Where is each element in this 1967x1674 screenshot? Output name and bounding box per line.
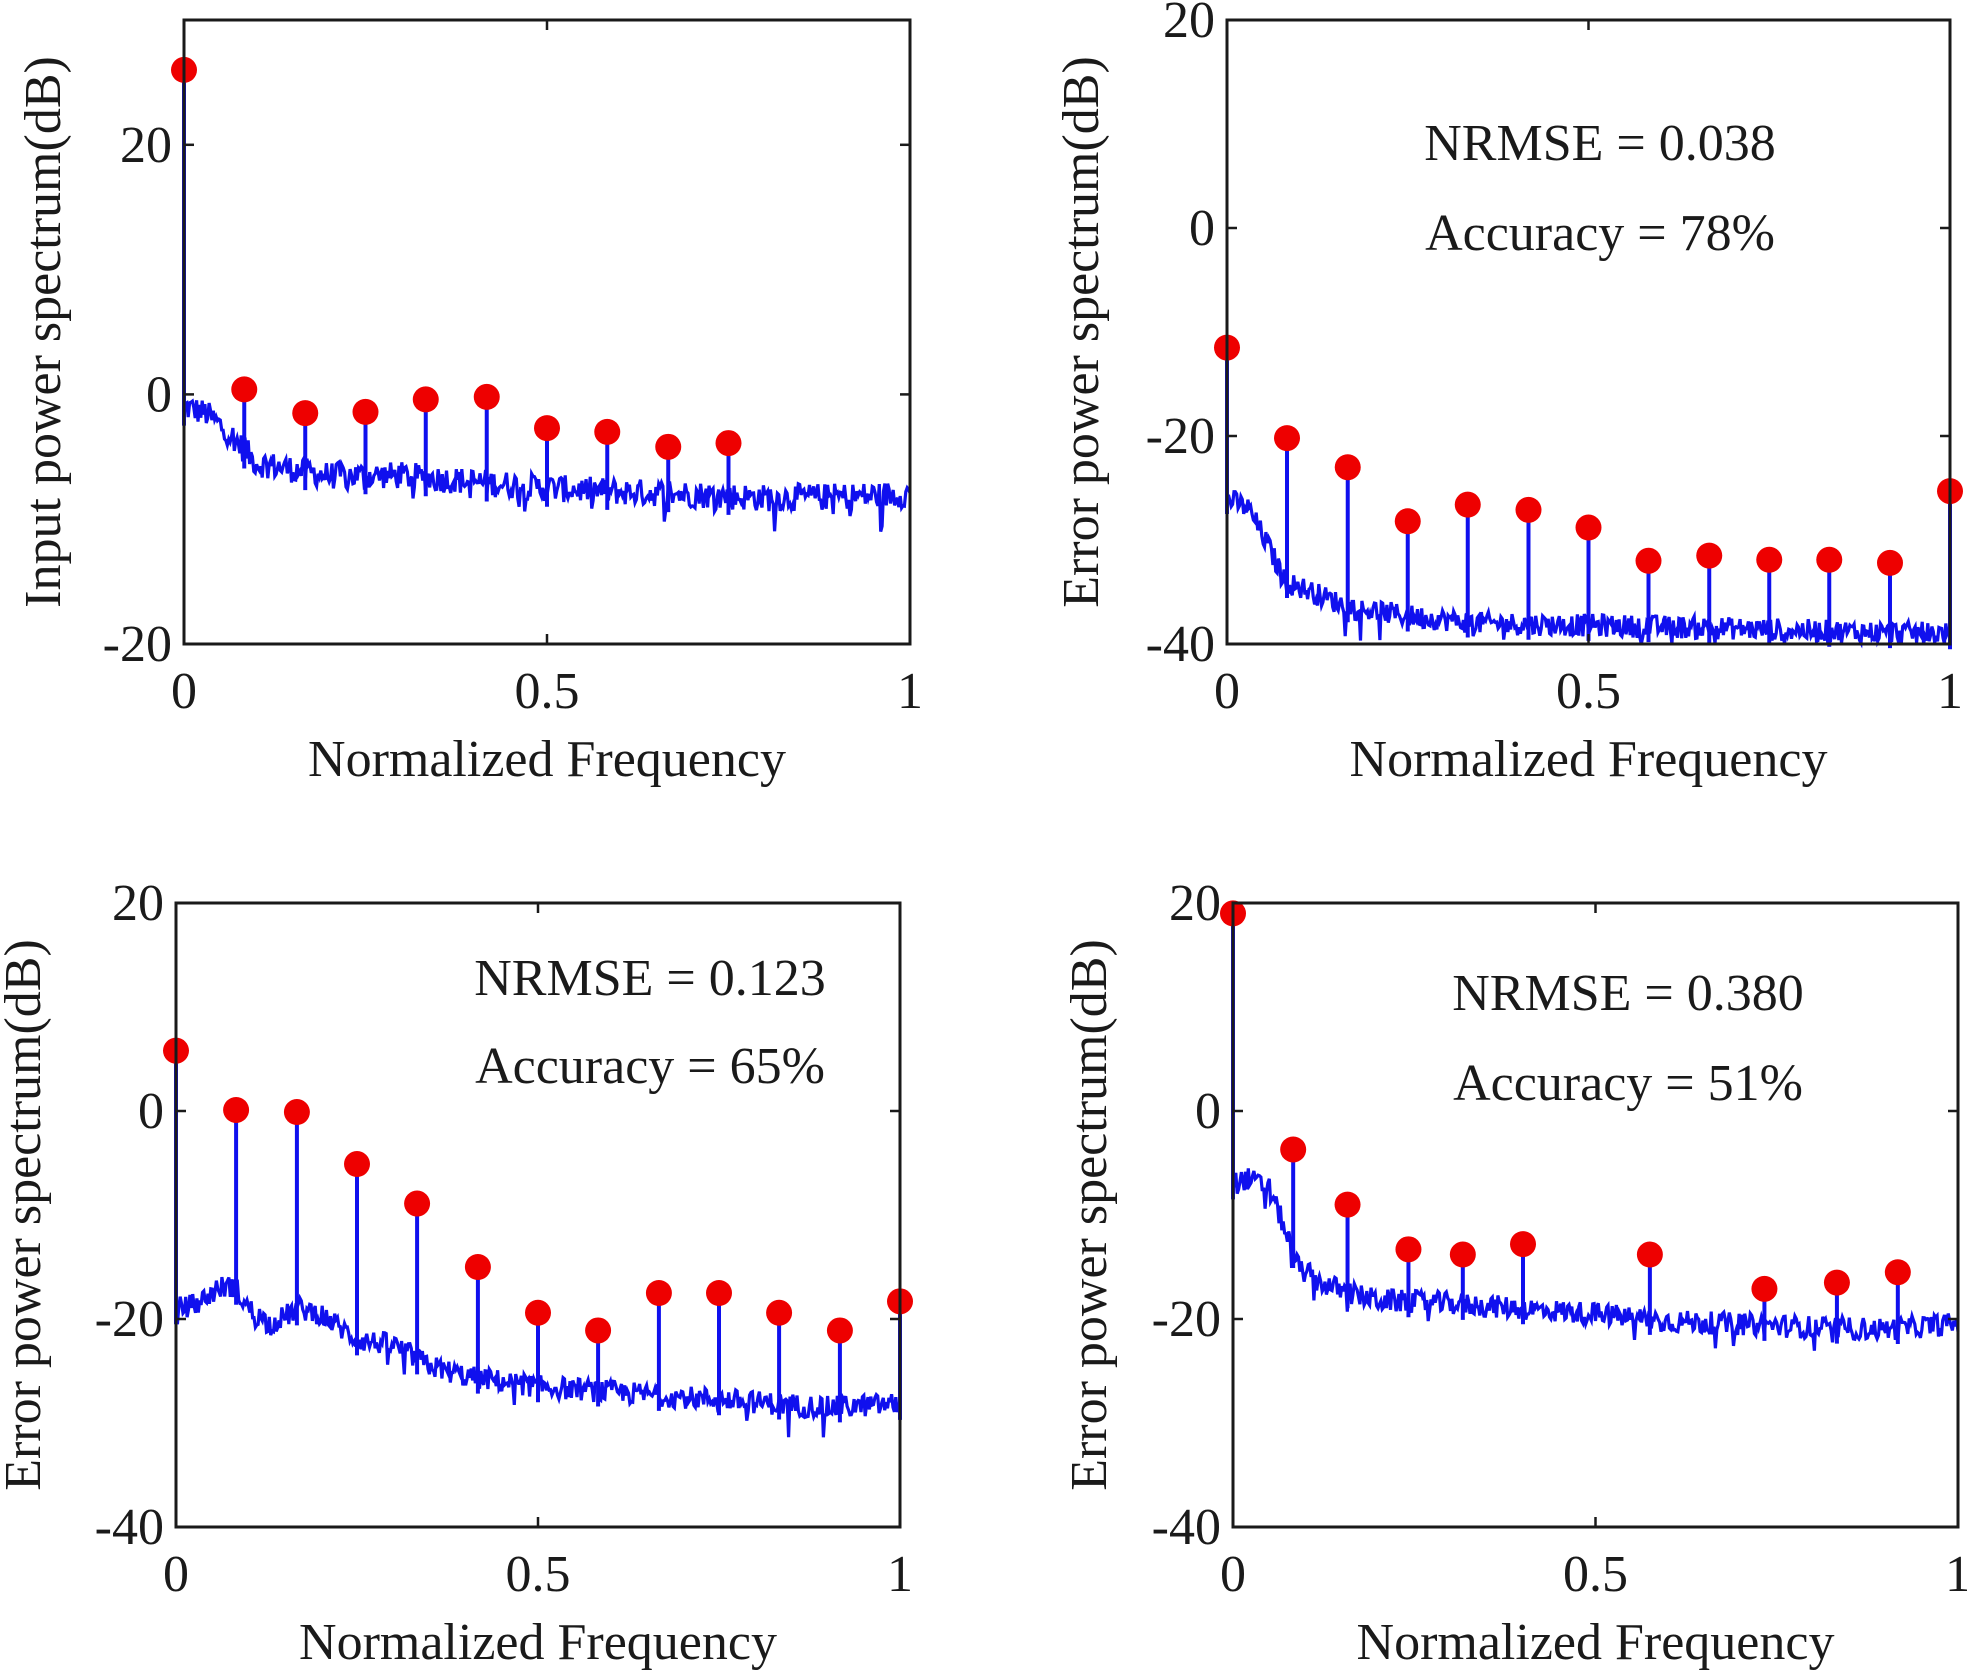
harmonic-marker bbox=[1454, 491, 1481, 518]
y-axis-label: Error power spectrum(dB) bbox=[0, 939, 52, 1491]
x-tick-label: 0.5 bbox=[506, 1546, 571, 1603]
chart-panel-bottom-right: 0 0.5 1 -40 -20 0 20 Normalized Frequency Error … bbox=[1061, 875, 1967, 1671]
y-axis-label: Error power spectrum(dB) bbox=[1053, 56, 1110, 608]
harmonic-marker bbox=[1751, 1275, 1778, 1302]
annotation-text: Accuracy = 78% bbox=[1425, 205, 1775, 262]
harmonic-marker bbox=[231, 376, 258, 403]
annotation-text: Accuracy = 51% bbox=[1453, 1055, 1803, 1112]
harmonic-marker bbox=[473, 383, 500, 410]
chart-panel-top-right: 0 0.5 1 -40 -20 0 20 Normalized Frequency Error … bbox=[1053, 0, 1963, 788]
harmonic-marker bbox=[525, 1299, 551, 1326]
y-tick-label: -20 bbox=[1146, 408, 1215, 465]
harmonic-marker bbox=[715, 430, 742, 457]
harmonic-marker bbox=[1756, 546, 1783, 573]
harmonic-marker bbox=[1823, 1269, 1850, 1296]
y-tick-label: 0 bbox=[138, 1083, 164, 1140]
y-tick-label: 20 bbox=[1169, 875, 1221, 932]
x-tick-label: 0 bbox=[163, 1546, 189, 1603]
y-tick-label: -20 bbox=[103, 616, 172, 673]
harmonic-marker bbox=[1636, 1241, 1663, 1268]
y-tick-label: 20 bbox=[1163, 0, 1215, 49]
x-axis-label: Normalized Frequency bbox=[1357, 1614, 1835, 1671]
y-tick-label: -20 bbox=[95, 1291, 164, 1348]
y-tick-label: 0 bbox=[146, 366, 172, 423]
harmonic-marker bbox=[1334, 454, 1361, 481]
harmonic-marker bbox=[1280, 1136, 1307, 1163]
x-tick-label: 1 bbox=[1945, 1546, 1967, 1603]
harmonic-marker bbox=[1816, 546, 1843, 573]
harmonic-marker bbox=[1395, 1236, 1422, 1263]
harmonic-marker bbox=[585, 1317, 612, 1344]
x-tick-label: 0.5 bbox=[1556, 663, 1621, 720]
x-tick-label: 0 bbox=[1220, 1546, 1246, 1603]
harmonic-marker bbox=[404, 1190, 431, 1217]
x-axis-label: Normalized Frequency bbox=[299, 1614, 777, 1671]
harmonic-marker bbox=[1696, 542, 1723, 569]
x-tick-label: 0.5 bbox=[515, 663, 580, 720]
y-tick-label: -40 bbox=[1146, 616, 1215, 673]
harmonic-marker bbox=[766, 1299, 793, 1326]
harmonic-marker bbox=[655, 433, 682, 460]
annotation-text: NRMSE = 0.123 bbox=[474, 950, 825, 1007]
harmonic-marker bbox=[464, 1254, 491, 1280]
harmonic-marker bbox=[1449, 1241, 1476, 1268]
harmonic-marker bbox=[534, 415, 560, 442]
x-tick-label: 0 bbox=[171, 663, 197, 720]
chart-panel-bottom-left: 0 0.5 1 -40 -20 0 20 Normalized Frequency Error … bbox=[0, 875, 913, 1671]
x-tick-label: 0.5 bbox=[1563, 1546, 1628, 1603]
harmonic-marker bbox=[344, 1151, 370, 1178]
harmonic-marker bbox=[1334, 1191, 1361, 1218]
y-tick-label: 20 bbox=[112, 875, 164, 932]
x-axis-label: Normalized Frequency bbox=[1350, 731, 1828, 788]
y-tick-label: -40 bbox=[1152, 1499, 1221, 1556]
harmonic-marker bbox=[1274, 425, 1301, 452]
x-tick-label: 1 bbox=[887, 1546, 913, 1603]
harmonic-marker bbox=[1515, 496, 1542, 523]
annotation-text: NRMSE = 0.380 bbox=[1452, 965, 1803, 1022]
y-tick-label: 20 bbox=[120, 117, 172, 174]
harmonic-marker bbox=[645, 1280, 672, 1306]
annotation-text: NRMSE = 0.038 bbox=[1424, 115, 1775, 172]
harmonic-marker bbox=[1884, 1259, 1911, 1286]
y-axis-label: Input power spectrum(dB) bbox=[15, 56, 72, 608]
axes-frame bbox=[182, 18, 912, 646]
x-tick-label: 0 bbox=[1214, 663, 1240, 720]
harmonic-marker bbox=[1876, 549, 1903, 576]
harmonic-marker bbox=[292, 400, 319, 427]
harmonic-marker bbox=[1635, 547, 1662, 574]
harmonic-marker bbox=[412, 386, 439, 413]
annotation-text: Accuracy = 65% bbox=[475, 1038, 825, 1095]
y-tick-label: -20 bbox=[1152, 1291, 1221, 1348]
harmonic-marker bbox=[352, 398, 379, 425]
harmonic-marker bbox=[1510, 1231, 1536, 1258]
y-tick-label: 0 bbox=[1195, 1083, 1221, 1140]
harmonic-marker bbox=[826, 1317, 853, 1344]
harmonic-marker bbox=[594, 418, 621, 445]
x-tick-label: 1 bbox=[897, 663, 923, 720]
harmonic-marker bbox=[1394, 508, 1421, 535]
harmonic-marker bbox=[1575, 514, 1602, 541]
harmonic-marker bbox=[223, 1096, 250, 1123]
y-axis-label: Error power spectrum(dB) bbox=[1061, 939, 1118, 1491]
harmonic-marker bbox=[706, 1280, 732, 1306]
harmonic-marker bbox=[283, 1099, 310, 1126]
x-axis-label: Normalized Frequency bbox=[308, 731, 786, 788]
y-tick-label: 0 bbox=[1189, 200, 1215, 257]
y-tick-label: -40 bbox=[95, 1499, 164, 1556]
x-tick-label: 1 bbox=[1937, 663, 1963, 720]
